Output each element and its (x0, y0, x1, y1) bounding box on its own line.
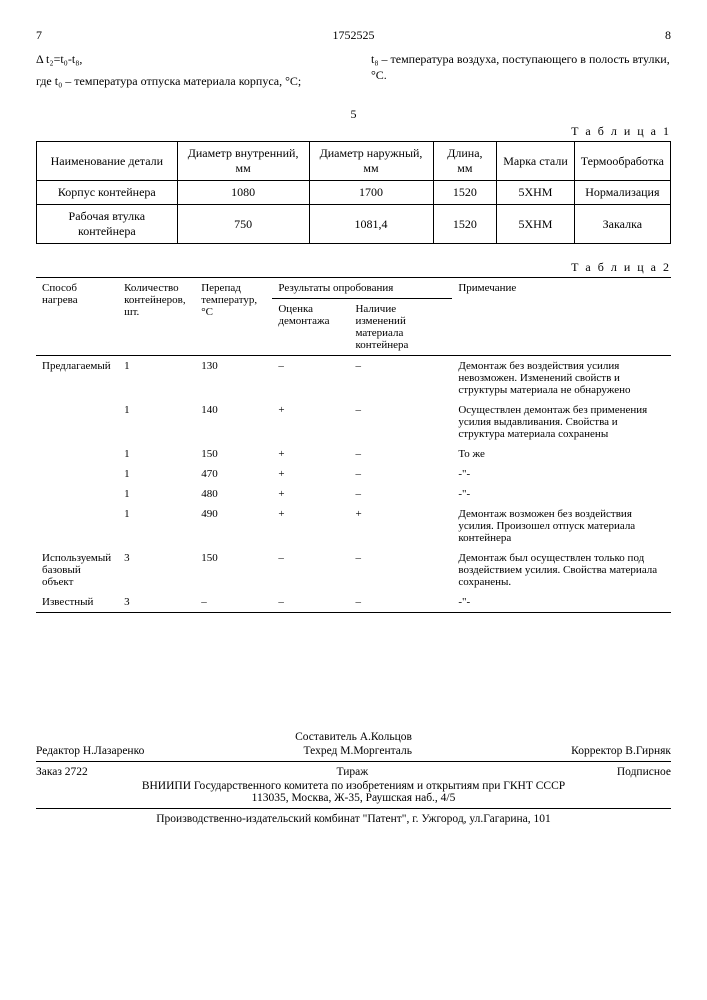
t2-cell: 1 (118, 444, 195, 464)
t2-cell: Демонтаж без воздействия усилия невозмож… (452, 356, 671, 401)
t2-cell: 3 (118, 548, 195, 592)
compiler: Составитель А.Кольцов (295, 731, 412, 743)
t2-cell: – (272, 356, 349, 401)
t1-cell: Нормализация (574, 181, 670, 205)
t2-cell: + (272, 444, 349, 464)
t2-cell: Демонтаж возможен без воздействия усилия… (452, 504, 671, 548)
t1-cell: Рабочая втулка контейнера (37, 205, 178, 244)
t2-cell (36, 504, 118, 548)
t2-cell: 150 (195, 444, 272, 464)
center-marker: 5 (36, 107, 671, 122)
t2-cell: – (349, 592, 452, 613)
t2-cell: 1 (118, 484, 195, 504)
t2-h-r2: Наличие изменений материала контейнера (349, 299, 452, 356)
table2-caption: Т а б л и ц а 2 (36, 260, 671, 275)
t2-cell: Предлагаемый (36, 356, 118, 401)
techred: Техред М.Моргенталь (304, 745, 412, 757)
t2-cell: – (195, 592, 272, 613)
corrector: Корректор В.Гирняк (571, 745, 671, 757)
t1-cell: 1080 (177, 181, 309, 205)
left-desc: где t₀ – температура отпуска материала к… (36, 73, 311, 89)
t2-cell: -"- (452, 592, 671, 613)
t1-cell: Корпус контейнера (37, 181, 178, 205)
t2-cell: – (349, 444, 452, 464)
patent-number: 1752525 (333, 28, 375, 43)
t1-h0: Наименование детали (37, 142, 178, 181)
t1-cell: 1081,4 (309, 205, 433, 244)
t2-cell (36, 444, 118, 464)
addr: 113035, Москва, Ж-35, Раушская наб., 4/5 (36, 792, 671, 804)
t2-cell: -"- (452, 464, 671, 484)
t2-cell (36, 464, 118, 484)
t1-cell: 1700 (309, 181, 433, 205)
editor: Редактор Н.Лазаренко (36, 745, 144, 757)
table1-caption: Т а б л и ц а 1 (36, 124, 671, 139)
t1-cell: 750 (177, 205, 309, 244)
right-desc: t₈ – температура воздуха, поступающего в… (371, 51, 671, 83)
t2-h-dt: Перепад температур, °C (195, 278, 272, 356)
t1-cell: 1520 (433, 181, 497, 205)
table-1: Наименование детали Диаметр внутренний, … (36, 141, 671, 244)
t2-cell (36, 484, 118, 504)
t1-h2: Диаметр наружный, мм (309, 142, 433, 181)
t2-cell: – (349, 464, 452, 484)
t2-cell: – (272, 548, 349, 592)
t2-cell: 480 (195, 484, 272, 504)
page-left: 7 (36, 28, 42, 43)
t2-cell: -"- (452, 484, 671, 504)
t2-cell: 1 (118, 464, 195, 484)
t2-cell: – (349, 548, 452, 592)
t2-cell: – (349, 484, 452, 504)
t2-h-r1: Оценка демонтажа (272, 299, 349, 356)
t2-cell: Демонтаж был осуществлен только под возд… (452, 548, 671, 592)
t2-h-note: Примечание (452, 278, 671, 356)
t1-cell: 1520 (433, 205, 497, 244)
t2-cell: + (272, 484, 349, 504)
tirage: Тираж (336, 766, 368, 778)
t2-cell: 470 (195, 464, 272, 484)
t2-cell: 150 (195, 548, 272, 592)
t2-h-method: Способ нагрева (36, 278, 118, 356)
t2-cell: – (349, 400, 452, 444)
t2-cell: + (272, 464, 349, 484)
t1-h1: Диаметр внутренний, мм (177, 142, 309, 181)
order: Заказ 2722 (36, 766, 88, 778)
footer: Составитель А.Кольцов Редактор Н.Лазарен… (36, 731, 671, 825)
formula: Δ t₂=t₀-t₈, (36, 51, 311, 67)
t2-cell: То же (452, 444, 671, 464)
t2-cell: 3 (118, 592, 195, 613)
t2-cell: – (349, 356, 452, 401)
table-2: Способ нагрева Количество контейнеров, ш… (36, 277, 671, 621)
t2-cell: Используемый базовый объект (36, 548, 118, 592)
t1-cell: Закалка (574, 205, 670, 244)
t2-cell: – (272, 592, 349, 613)
t2-cell: 1 (118, 504, 195, 548)
t2-cell: Осуществлен демонтаж без применения усил… (452, 400, 671, 444)
t2-cell: 140 (195, 400, 272, 444)
t2-cell: 490 (195, 504, 272, 548)
t2-cell: + (272, 504, 349, 548)
org: ВНИИПИ Государственного комитета по изоб… (36, 780, 671, 792)
page-right: 8 (665, 28, 671, 43)
t2-cell (36, 400, 118, 444)
t1-cell: 5ХНМ (497, 181, 575, 205)
t2-cell: 1 (118, 400, 195, 444)
subscr: Подписное (617, 766, 671, 778)
t1-h4: Марка стали (497, 142, 575, 181)
print: Производственно-издательский комбинат "П… (36, 813, 671, 825)
t2-cell: + (272, 400, 349, 444)
t2-cell: Известный (36, 592, 118, 613)
t2-cell: 130 (195, 356, 272, 401)
t1-h3: Длина, мм (433, 142, 497, 181)
t1-cell: 5ХНМ (497, 205, 575, 244)
t2-cell: 1 (118, 356, 195, 401)
t2-cell: + (349, 504, 452, 548)
t2-h-qty: Количество контейнеров, шт. (118, 278, 195, 356)
t1-h5: Термообработка (574, 142, 670, 181)
t2-h-resgroup: Результаты опробования (272, 278, 452, 299)
